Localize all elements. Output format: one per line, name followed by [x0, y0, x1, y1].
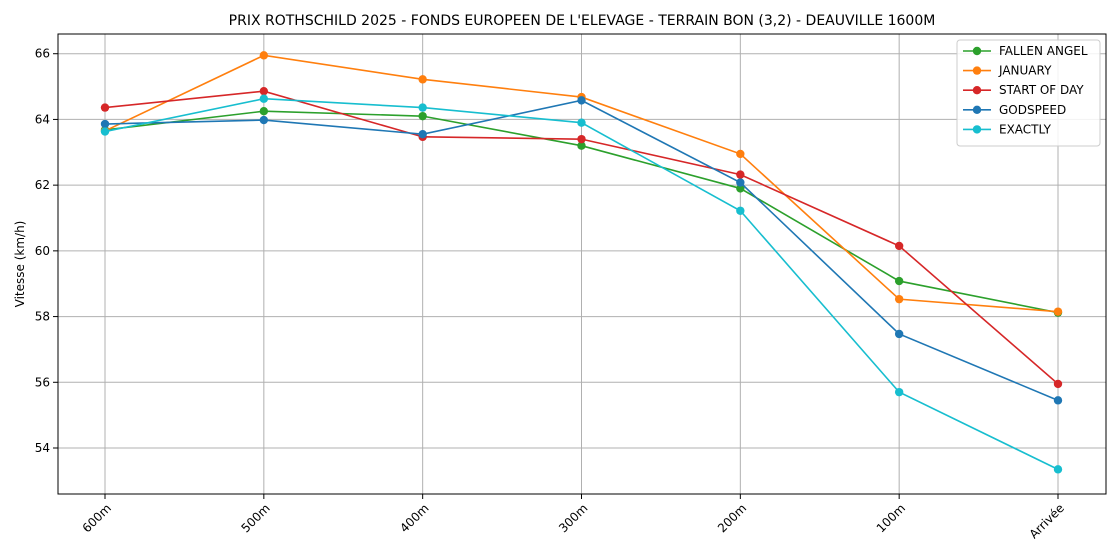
legend-label: EXACTLY	[999, 122, 1052, 136]
data-point-godspeed	[100, 119, 110, 129]
data-point-start-of-day	[1053, 379, 1063, 389]
data-point-fallen-angel	[894, 276, 904, 286]
data-point-start-of-day	[736, 170, 745, 179]
series-godspeed	[100, 96, 1063, 405]
x-tick-label: 200m	[715, 501, 749, 535]
data-point-godspeed	[259, 115, 269, 125]
legend-label: START OF DAY	[999, 83, 1084, 97]
data-point-start-of-day	[894, 241, 904, 251]
y-axis: 54 56 58 60 62 64 66	[35, 47, 58, 455]
legend-marker	[972, 46, 982, 56]
legend-item-start-of-day: START OF DAY	[963, 83, 1084, 97]
legend: FALLEN ANGEL JANUARY START OF DAY GODSPEED E…	[956, 39, 1101, 147]
data-point-godspeed	[577, 96, 586, 105]
legend-item-godspeed: GODSPEED	[963, 103, 1066, 117]
legend-item-exactly: EXACTLY	[963, 122, 1052, 136]
data-point-godspeed	[894, 329, 904, 339]
legend-label: GODSPEED	[999, 103, 1066, 117]
legend-label: JANUARY	[998, 64, 1052, 78]
legend-label: FALLEN ANGEL	[999, 44, 1088, 58]
data-point-exactly	[418, 103, 427, 112]
legend-box	[956, 39, 1101, 147]
data-point-exactly	[736, 206, 745, 215]
x-tick-label: 300m	[556, 501, 590, 535]
series-exactly	[100, 94, 1063, 474]
x-tick-label: 100m	[874, 501, 908, 535]
y-axis-label: Vitesse (km/h)	[13, 221, 27, 308]
data-point-january	[259, 51, 269, 60]
x-tick-label: 400m	[397, 501, 431, 535]
legend-item-january: JANUARY	[963, 64, 1052, 78]
data-point-fallen-angel	[418, 111, 427, 121]
y-tick-label: 58	[35, 310, 50, 324]
data-point-fallen-angel	[736, 184, 745, 193]
x-tick-label: Arrivée	[1027, 501, 1067, 541]
y-tick-label: 56	[35, 375, 50, 389]
legend-marker	[972, 125, 982, 134]
data-point-exactly	[1053, 465, 1063, 474]
data-point-fallen-angel	[259, 107, 269, 116]
data-point-january	[418, 75, 427, 84]
legend-marker	[972, 105, 982, 115]
data-point-fallen-angel	[577, 141, 586, 150]
data-point-january	[894, 294, 904, 304]
y-tick-label: 54	[35, 441, 50, 455]
data-point-exactly	[259, 94, 269, 103]
series-group	[100, 51, 1063, 474]
data-point-start-of-day	[100, 103, 110, 112]
series-start-of-day	[100, 86, 1063, 389]
data-point-exactly	[100, 127, 110, 136]
x-axis: 600m 500m 400m 300m 200m 100m Arrivée	[80, 494, 1067, 541]
y-tick-label: 66	[35, 47, 50, 61]
data-point-start-of-day	[259, 86, 269, 96]
y-tick-label: 64	[35, 112, 50, 126]
x-tick-label: 600m	[80, 501, 114, 535]
y-tick-label: 62	[35, 178, 50, 192]
data-point-exactly	[894, 387, 904, 397]
chart-title: PRIX ROTHSCHILD 2025 - FONDS EUROPEEN DE…	[229, 13, 936, 29]
data-point-january	[1053, 307, 1063, 316]
y-tick-label: 60	[35, 244, 50, 258]
legend-marker	[972, 66, 982, 75]
legend-item-fallen-angel: FALLEN ANGEL	[963, 44, 1088, 58]
data-point-godspeed	[736, 178, 745, 187]
legend-marker	[972, 86, 982, 95]
data-point-exactly	[577, 118, 586, 127]
data-point-january	[736, 149, 745, 159]
data-point-godspeed	[1053, 396, 1063, 405]
x-tick-label: 500m	[238, 501, 272, 535]
data-point-start-of-day	[577, 134, 586, 144]
data-point-godspeed	[418, 130, 427, 139]
